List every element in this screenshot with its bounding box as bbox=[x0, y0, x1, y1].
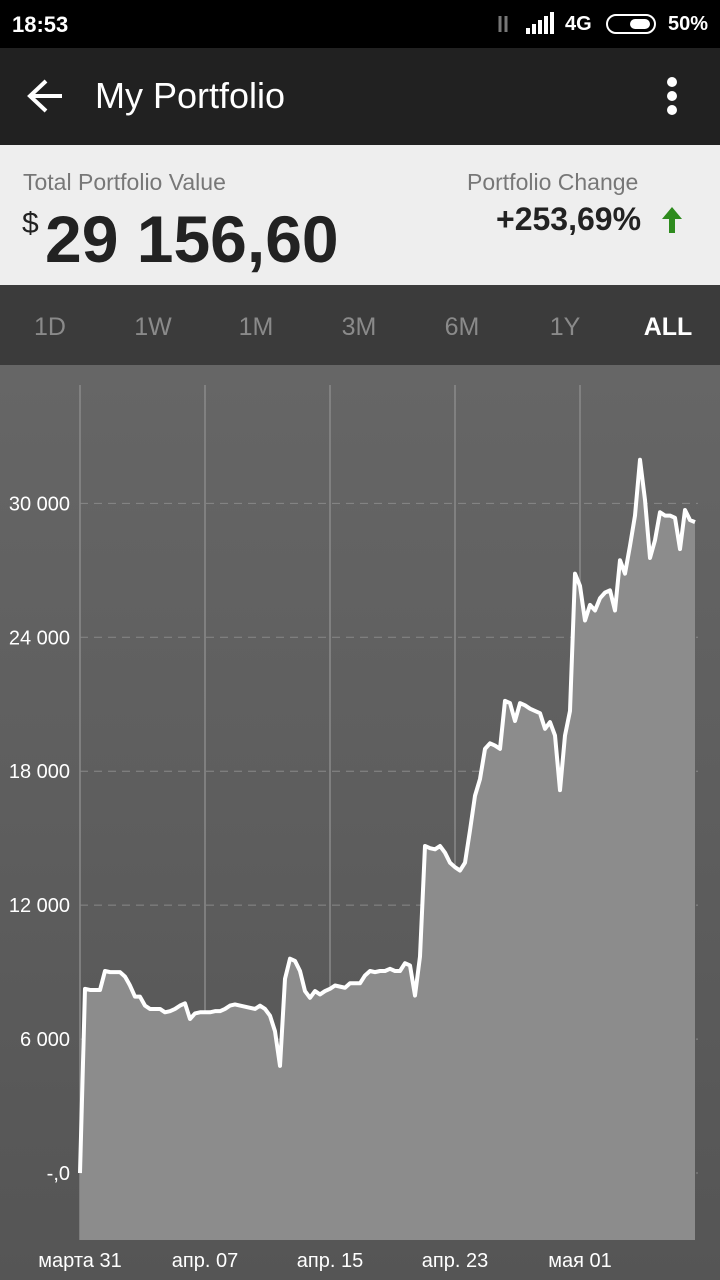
x-tick-label: мая 01 bbox=[548, 1250, 612, 1272]
x-tick-label: марта 31 bbox=[38, 1250, 121, 1272]
x-tick-label: апр. 15 bbox=[297, 1250, 363, 1272]
y-tick-label: 24 000 bbox=[9, 627, 70, 649]
portfolio-value: 29 156,60 bbox=[45, 202, 339, 276]
app-bar: My Portfolio bbox=[0, 48, 720, 145]
value-label: Total Portfolio Value bbox=[23, 169, 226, 195]
summary-panel: Total Portfolio Value $ 29 156,60 Portfo… bbox=[0, 145, 720, 285]
signal-icons bbox=[498, 12, 554, 34]
x-tick-label: апр. 07 bbox=[172, 1250, 238, 1272]
back-button[interactable] bbox=[26, 78, 66, 114]
status-time: 18:53 bbox=[12, 12, 69, 37]
change-label: Portfolio Change bbox=[467, 169, 639, 195]
range-tab[interactable]: 1D bbox=[34, 313, 66, 341]
status-bar: 18:53 4G 50% bbox=[0, 0, 720, 48]
range-tab[interactable]: 6M bbox=[444, 313, 480, 341]
up-arrow bbox=[662, 207, 682, 233]
y-tick-label: 12 000 bbox=[9, 895, 70, 917]
overflow-menu[interactable] bbox=[660, 76, 684, 118]
battery-level: 50% bbox=[668, 13, 709, 35]
network-type: 4G bbox=[565, 13, 592, 35]
chart: марта 31 апр. 07 апр. 15 апр. 23 мая 01 -,0 6 … bbox=[0, 365, 720, 1280]
range-tab[interactable]: 1W bbox=[134, 313, 172, 341]
battery-icon bbox=[606, 14, 656, 34]
range-tab[interactable]: 3M bbox=[341, 313, 377, 341]
currency: $ bbox=[22, 207, 39, 240]
y-tick-label: 6 000 bbox=[20, 1029, 70, 1051]
y-tick-label: 30 000 bbox=[9, 493, 70, 515]
range-tab[interactable]: ALL bbox=[643, 313, 693, 341]
y-tick-label: -,0 bbox=[47, 1163, 70, 1185]
portfolio-change: +253,69% bbox=[496, 201, 642, 237]
range-tabs: 1D 1W 1M 3M 6M 1Y ALL bbox=[0, 285, 720, 365]
range-tab[interactable]: 1M bbox=[238, 313, 274, 341]
x-tick-label: апр. 23 bbox=[422, 1250, 488, 1272]
value-line bbox=[78, 457, 696, 1174]
app-title: My Portfolio bbox=[95, 75, 286, 116]
range-tab[interactable]: 1Y bbox=[549, 313, 581, 341]
area-fill bbox=[80, 459, 695, 1240]
y-tick-label: 18 000 bbox=[9, 761, 70, 783]
